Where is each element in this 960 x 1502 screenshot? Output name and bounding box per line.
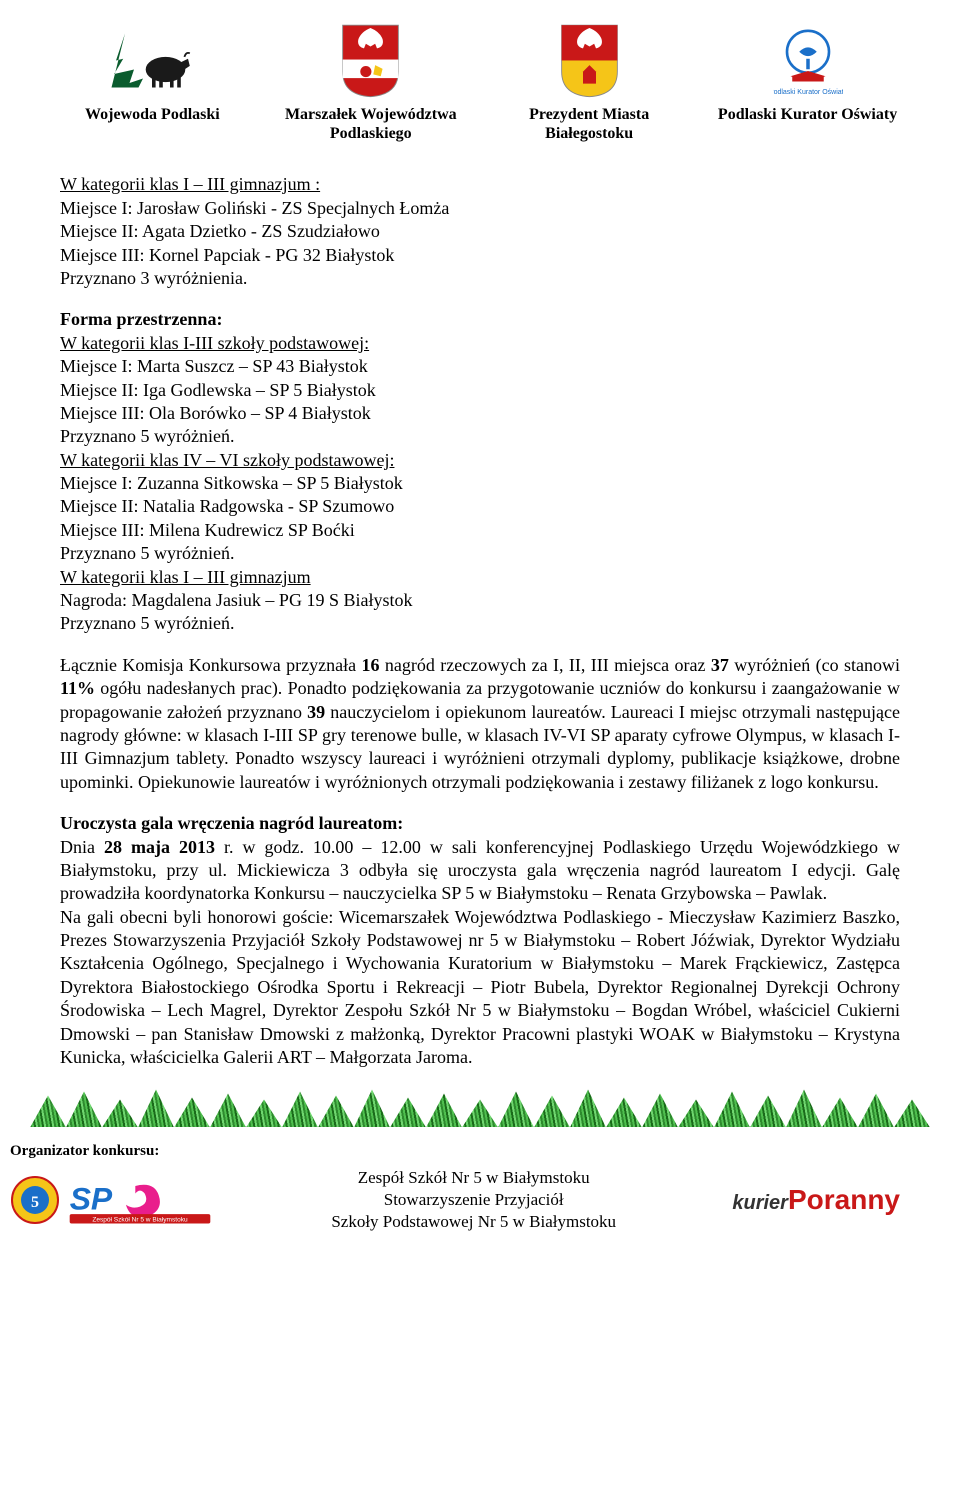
logo-label-2: Prezydent Miasta Białegostoku <box>497 105 682 143</box>
footer-center: Zespół Szkół Nr 5 w Białymstoku Stowarzy… <box>215 1167 732 1233</box>
cat3-p1: Nagroda: Magdalena Jasiuk – PG 19 S Biał… <box>60 589 900 612</box>
gala-title: Uroczysta gala wręczenia nagród laureato… <box>60 812 900 835</box>
kurier-text: kurier <box>732 1192 788 1214</box>
cat3-note: Przyznano 5 wyróżnień. <box>60 612 900 635</box>
cat2-p3: Miejsce III: Milena Kudrewicz SP Boćki <box>60 519 900 542</box>
sp5-logo-icon: SP Zespół Szkół Nr 5 w Białymstoku <box>65 1175 215 1225</box>
coat-of-arms-icon-2 <box>497 20 682 100</box>
svg-text:Podlaski Kurator Oświaty: Podlaski Kurator Oświaty <box>773 88 843 95</box>
logo-label-1: Marszałek Województwa Podlaskiego <box>278 105 463 143</box>
footer-row: 5 SP Zespół Szkół Nr 5 w Białymstoku Zes… <box>60 1167 900 1233</box>
cat1-p3: Miejsce III: Ola Borówko – SP 4 Białysto… <box>60 402 900 425</box>
forma-title: Forma przestrzenna: <box>60 308 900 331</box>
footer-line2: Stowarzyszenie Przyjaciół <box>215 1189 732 1211</box>
summary-text: Łącznie Komisja Konkursowa przyznała 16 … <box>60 654 900 794</box>
logo-kurator: Podlaski Kurator Oświaty Podlaski Kurato… <box>715 20 900 124</box>
gala-p1: Dnia 28 maja 2013 r. w godz. 10.00 – 12.… <box>60 836 900 906</box>
logo-wojewoda: Wojewoda Podlaski <box>60 20 245 124</box>
logo-prezydent: Prezydent Miasta Białegostoku <box>497 20 682 143</box>
logo-label-3: Podlaski Kurator Oświaty <box>715 105 900 124</box>
footer-line1: Zespół Szkół Nr 5 w Białymstoku <box>215 1167 732 1189</box>
pine-bison-icon <box>60 20 245 100</box>
cat2-heading: W kategorii klas IV – VI szkoły podstawo… <box>60 449 900 472</box>
kurator-icon: Podlaski Kurator Oświaty <box>715 20 900 100</box>
logo-label-0: Wojewoda Podlaski <box>60 105 245 124</box>
svg-text:5: 5 <box>31 1194 39 1211</box>
cat1-p2: Miejsce II: Iga Godlewska – SP 5 Białyst… <box>60 379 900 402</box>
gala-p2: Na gali obecni byli honorowi goście: Wic… <box>60 906 900 1070</box>
cat2-p1: Miejsce I: Zuzanna Sitkowska – SP 5 Biał… <box>60 472 900 495</box>
cat2-note: Przyznano 5 wyróżnień. <box>60 542 900 565</box>
note: Przyznano 3 wyróżnienia. <box>60 267 900 290</box>
cat1-p1: Miejsce I: Marta Suszcz – SP 43 Białysto… <box>60 355 900 378</box>
section-gimnazjum-1: W kategorii klas I – III gimnazjum : Mie… <box>60 173 900 290</box>
footer-logos-left: 5 SP Zespół Szkół Nr 5 w Białymstoku <box>10 1175 215 1225</box>
svg-text:Zespół Szkół Nr 5 w Białymstok: Zespół Szkół Nr 5 w Białymstoku <box>92 1217 188 1224</box>
document-body: W kategorii klas I – III gimnazjum : Mie… <box>60 173 900 1069</box>
heading: W kategorii klas I – III gimnazjum : <box>60 173 900 196</box>
place-3: Miejsce III: Kornel Papciak - PG 32 Biał… <box>60 244 900 267</box>
header-logos-row: Wojewoda Podlaski Marszałek Województwa … <box>60 20 900 143</box>
sponsor-logo: kurierPoranny <box>732 1182 900 1218</box>
svg-text:SP: SP <box>70 1180 113 1216</box>
grass-divider-icon <box>30 1087 930 1127</box>
place-1: Miejsce I: Jarosław Goliński - ZS Specja… <box>60 197 900 220</box>
logo-marszalek: Marszałek Województwa Podlaskiego <box>278 20 463 143</box>
cat3-heading: W kategorii klas I – III gimnazjum <box>60 566 900 589</box>
place-2: Miejsce II: Agata Dzietko - ZS Szudziało… <box>60 220 900 243</box>
section-forma: Forma przestrzenna: W kategorii klas I-I… <box>60 308 900 635</box>
gala-section: Uroczysta gala wręczenia nagród laureato… <box>60 812 900 1069</box>
cat1-note: Przyznano 5 wyróżnień. <box>60 425 900 448</box>
cat2-p2: Miejsce II: Natalia Radgowska - SP Szumo… <box>60 495 900 518</box>
coat-of-arms-icon-1 <box>278 20 463 100</box>
footer: Organizator konkursu: 5 SP Zespół Szkół … <box>60 1142 900 1233</box>
footer-line3: Szkoły Podstawowej Nr 5 w Białymstoku <box>215 1211 732 1233</box>
school-badge-icon: 5 <box>10 1175 60 1225</box>
poranny-text: Poranny <box>788 1184 900 1215</box>
summary-paragraph: Łącznie Komisja Konkursowa przyznała 16 … <box>60 654 900 794</box>
organizer-label: Organizator konkursu: <box>10 1142 900 1162</box>
cat1-heading: W kategorii klas I-III szkoły podstawowe… <box>60 332 900 355</box>
